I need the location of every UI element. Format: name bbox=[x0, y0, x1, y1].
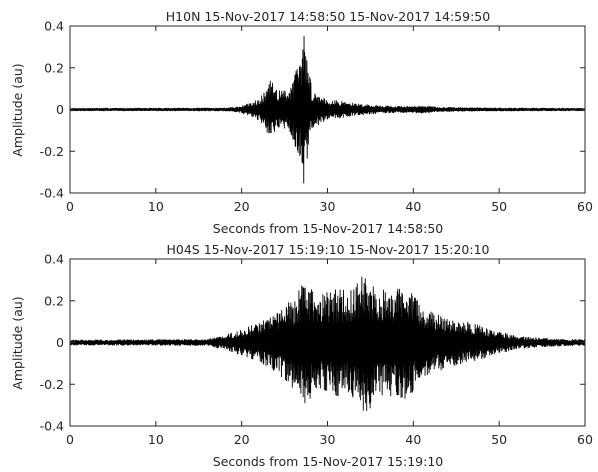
x-tick-label: 60 bbox=[577, 199, 593, 214]
x-axis-label: Seconds from 15-Nov-2017 14:58:50 bbox=[213, 221, 444, 236]
y-axis-ticks: 0.4 0.2 0 -0.2 -0.4 bbox=[40, 19, 585, 201]
y-axis-ticks: 0.4 0.2 0 -0.2 -0.4 bbox=[40, 252, 585, 434]
waveform-panel-h10n: H10N 15-Nov-2017 14:58:50 15-Nov-2017 14… bbox=[10, 9, 593, 236]
waveform-trace bbox=[69, 276, 586, 412]
x-tick-label: 0 bbox=[66, 432, 74, 447]
x-axis-label: Seconds from 15-Nov-2017 15:19:10 bbox=[213, 454, 444, 469]
y-axis-label: Amplitude (au) bbox=[10, 296, 25, 389]
waveform-trace-group bbox=[69, 276, 586, 412]
x-tick-label: 20 bbox=[234, 432, 250, 447]
y-tick-label: 0.2 bbox=[44, 60, 64, 75]
y-tick-label: 0 bbox=[56, 335, 64, 350]
y-axis-label: Amplitude (au) bbox=[10, 63, 25, 156]
x-tick-label: 40 bbox=[405, 432, 421, 447]
x-tick-label: 40 bbox=[405, 199, 421, 214]
y-tick-label: 0.4 bbox=[44, 252, 64, 267]
x-tick-label: 60 bbox=[577, 432, 593, 447]
x-tick-label: 50 bbox=[491, 199, 507, 214]
y-tick-label: -0.4 bbox=[40, 419, 64, 434]
y-tick-label: 0.4 bbox=[44, 19, 64, 34]
x-tick-label: 20 bbox=[234, 199, 250, 214]
y-tick-label: 0.2 bbox=[44, 293, 64, 308]
x-tick-label: 30 bbox=[320, 432, 336, 447]
x-tick-label: 50 bbox=[491, 432, 507, 447]
waveform-trace bbox=[69, 35, 586, 184]
y-tick-label: 0 bbox=[56, 102, 64, 117]
y-tick-label: -0.4 bbox=[40, 186, 64, 201]
y-tick-label: -0.2 bbox=[40, 144, 64, 159]
x-axis-ticks: 0 10 20 30 40 50 60 bbox=[66, 259, 593, 447]
chart-title: H04S 15-Nov-2017 15:19:10 15-Nov-2017 15… bbox=[166, 242, 489, 257]
x-tick-label: 10 bbox=[148, 199, 164, 214]
x-tick-label: 10 bbox=[148, 432, 164, 447]
x-tick-label: 0 bbox=[66, 199, 74, 214]
x-axis-ticks: 0 10 20 30 40 50 60 bbox=[66, 26, 593, 214]
waveform-trace-group bbox=[69, 35, 586, 184]
chart-title: H10N 15-Nov-2017 14:58:50 15-Nov-2017 14… bbox=[166, 9, 490, 24]
y-tick-label: -0.2 bbox=[40, 377, 64, 392]
waveform-panel-h04s: H04S 15-Nov-2017 15:19:10 15-Nov-2017 15… bbox=[10, 242, 593, 469]
x-tick-label: 30 bbox=[320, 199, 336, 214]
